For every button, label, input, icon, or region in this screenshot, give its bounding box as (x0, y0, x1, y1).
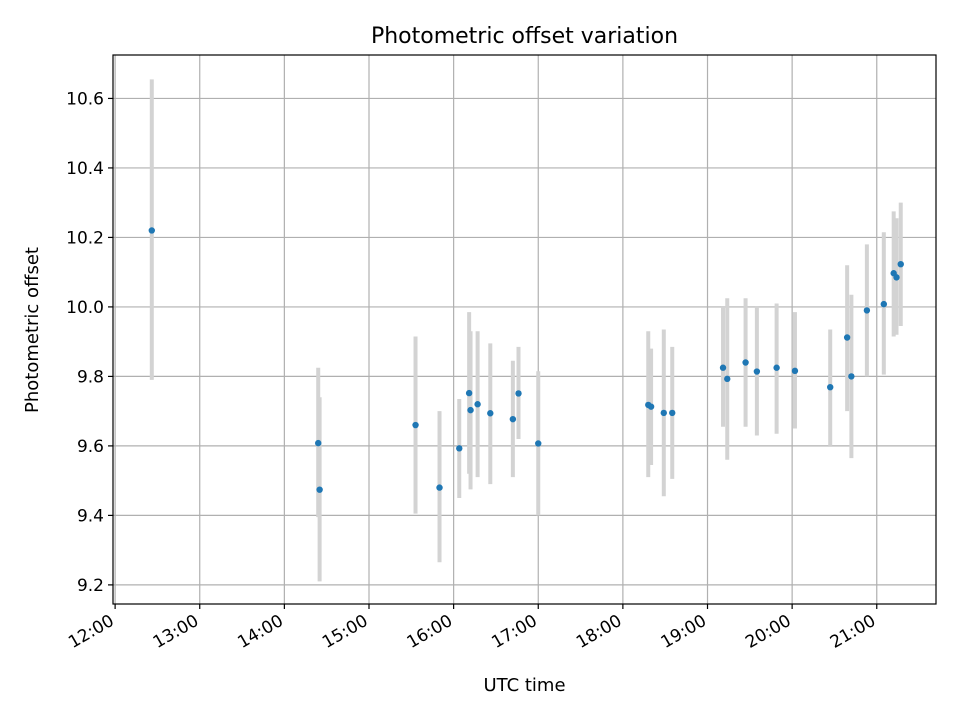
data-point (436, 484, 443, 491)
data-point (719, 364, 727, 371)
data-point (316, 486, 323, 493)
data-point (487, 410, 494, 417)
data-point (791, 367, 799, 375)
y-tick-label: 10.4 (66, 159, 104, 179)
data-point (669, 409, 676, 417)
data-point (647, 403, 655, 410)
data-point (315, 439, 322, 447)
x-gridlines (114, 55, 878, 604)
data-points (148, 227, 904, 493)
data-point (724, 375, 731, 383)
data-point (412, 421, 419, 429)
data-point (773, 364, 780, 371)
data-point (474, 401, 481, 408)
y-tick-label: 9.6 (77, 437, 104, 457)
data-point (467, 406, 474, 414)
y-tick-label: 9.8 (77, 367, 104, 387)
y-tick-label: 9.2 (77, 576, 104, 596)
data-point (753, 368, 761, 375)
y-tick-label: 10.0 (66, 298, 104, 318)
chart-title: Photometric offset variation (371, 24, 678, 49)
data-point (863, 307, 871, 314)
data-point (848, 373, 855, 380)
data-point (660, 409, 667, 417)
data-point (880, 300, 888, 308)
y-axis-label: Photometric offset (22, 247, 43, 413)
plot-frame (112, 54, 937, 605)
x-axis-label: UTC time (483, 675, 565, 696)
y-tick-label: 10.2 (66, 228, 104, 248)
data-point (515, 390, 522, 397)
plot-area (113, 55, 936, 604)
y-tick-label: 9.4 (77, 506, 104, 526)
data-point (843, 334, 851, 341)
data-point (893, 274, 900, 281)
y-axis-ticks: 9.2 9.4 9.6 9.8 10.0 10.2 10.4 10.6 (66, 89, 113, 596)
y-tick-label: 10.6 (66, 89, 104, 109)
data-point (742, 359, 749, 366)
data-point (465, 389, 473, 397)
data-point (148, 227, 155, 234)
data-point (897, 260, 904, 268)
data-point (827, 383, 834, 391)
y-gridlines (113, 97, 936, 586)
data-point (509, 415, 517, 423)
data-point (456, 445, 463, 452)
data-point (535, 440, 542, 447)
